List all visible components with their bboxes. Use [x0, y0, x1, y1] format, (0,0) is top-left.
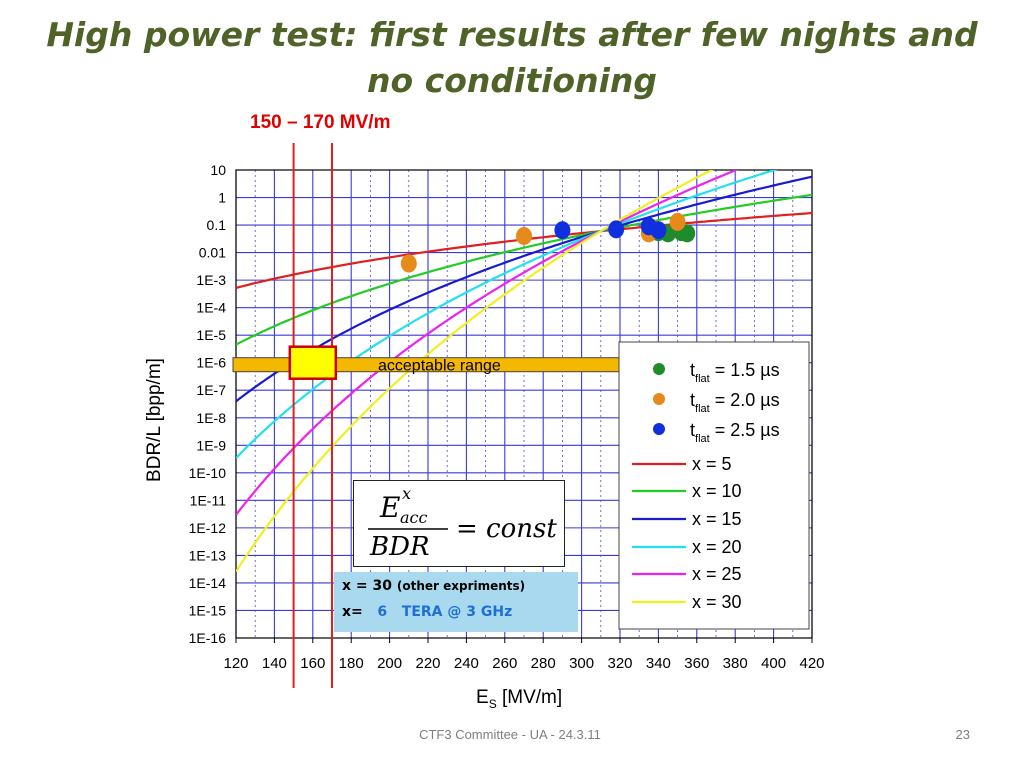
legend-marker: [653, 363, 665, 375]
point-3: [650, 221, 667, 240]
y-tick-label: 1E-9: [196, 437, 226, 453]
y-tick-label: 0.1: [207, 217, 227, 233]
note-line-2-prefix: x=: [342, 604, 363, 620]
y-tick-label: 1E-10: [189, 465, 227, 481]
point-2: [516, 227, 532, 246]
y-tick-label: 10: [210, 162, 226, 178]
slide-title-line-1: High power test: first results after few…: [46, 15, 978, 54]
footer-text: CTF3 Committee - UA - 24.3.11: [419, 727, 601, 742]
x-tick-label: 300: [569, 655, 594, 672]
legend-label: tflat = 1.5 µs: [690, 360, 780, 385]
point-2: [400, 254, 417, 273]
note-line-2-value: 6: [377, 604, 388, 620]
y-tick-label: 1E-13: [189, 547, 227, 563]
x-tick-label: 240: [454, 655, 479, 672]
point-2: [669, 212, 686, 231]
note-line-2: x= 6 TERA @ 3 GHz: [342, 604, 512, 620]
legend-label: tflat = 2.0 µs: [690, 390, 780, 415]
y-tick-label: 1E-4: [196, 300, 226, 316]
x-tick-label: 280: [531, 655, 556, 672]
y-tick-label: 1E-16: [189, 630, 227, 646]
x-tick-label: 220: [415, 655, 440, 672]
y-tick-label: 1E-6: [196, 355, 226, 371]
y-tick-label: 1E-15: [189, 602, 227, 618]
y-tick-label: 1E-7: [196, 382, 226, 398]
formula-box: E x acc BDR = const: [353, 480, 565, 567]
note-line-1-main: x = 30: [342, 578, 392, 594]
x-tick-label: 340: [646, 655, 671, 672]
y-tick-label: 0.01: [199, 245, 226, 261]
x-axis-label: ES [MV/m]: [476, 687, 562, 711]
legend-label: x = 20: [692, 537, 742, 557]
point-1: [679, 224, 696, 243]
legend-label: x = 5: [692, 454, 732, 474]
legend: tflat = 1.5 µs tflat = 2.0 µs tflat = 2.5 …: [618, 341, 810, 630]
legend-box: [618, 341, 810, 630]
y-tick-label: 1E-11: [190, 492, 227, 508]
note-line-1: x = 30 (other expriments): [342, 578, 525, 594]
x-tick-label: 320: [607, 655, 632, 672]
x-tick-label: 400: [761, 655, 786, 672]
x-tick-label: 120: [223, 655, 248, 672]
note-line-1-small: (other expriments): [396, 579, 526, 593]
y-tick-label: 1E-12: [189, 520, 227, 536]
y-tick-label: 1E-8: [196, 410, 226, 426]
y-tick-label: 1E-5: [196, 327, 226, 343]
x-tick-label: 140: [262, 655, 287, 672]
x-tick-label: 180: [339, 655, 364, 672]
y-tick-label: 1E-3: [196, 272, 226, 288]
note-box: x = 30 (other expriments) x= 6 TERA @ 3 …: [334, 572, 578, 632]
field-range-label: 150 – 170 MV/m: [250, 112, 391, 133]
page-number: 23: [955, 727, 970, 742]
x-tick-label: 200: [377, 655, 402, 672]
legend-marker: [653, 393, 665, 405]
target-marker: [288, 345, 338, 380]
formula-graphic: E x acc BDR = const: [368, 484, 557, 562]
x-tick-label: 420: [799, 655, 824, 672]
note-line-2-text: TERA @ 3 GHz: [401, 604, 513, 620]
slide-title: High power test: first results after few…: [0, 12, 1024, 104]
point-3: [608, 220, 625, 239]
formula-denominator: BDR: [369, 532, 430, 562]
y-tick-label: 1E-14: [189, 575, 227, 591]
x-tick-label: 160: [300, 655, 325, 672]
formula-numerator-base: E: [379, 491, 400, 524]
legend-label: x = 10: [692, 481, 742, 501]
legend-label: x = 15: [692, 509, 742, 529]
formula-numerator-sup: x: [402, 484, 411, 503]
formula-numerator-sub: acc: [400, 508, 428, 527]
point-3: [554, 221, 571, 240]
y-tick-label: 1: [218, 190, 226, 206]
x-tick-label: 260: [492, 655, 517, 672]
formula-rhs: = const: [456, 514, 557, 544]
legend-label: x = 30: [692, 592, 742, 612]
x-tick-label: 380: [723, 655, 748, 672]
plot-frame: [235, 169, 813, 639]
y-axis-label: BDR/L [bpp/m]: [144, 358, 165, 482]
legend-label: x = 25: [692, 564, 742, 584]
slide-title-line-2: no conditioning: [367, 61, 657, 100]
legend-label: tflat = 2.5 µs: [690, 420, 780, 445]
acceptable-band-label: acceptable range: [378, 358, 501, 375]
x-tick-label: 360: [684, 655, 709, 672]
legend-marker: [653, 423, 665, 435]
